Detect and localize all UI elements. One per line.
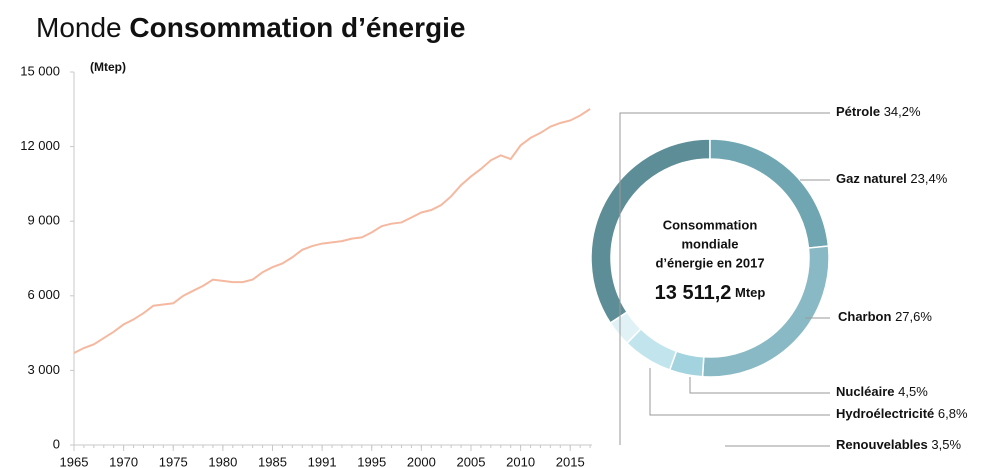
slice-name: Hydroélectricité xyxy=(836,406,934,421)
y-axis-label: (Mtep) xyxy=(90,60,126,74)
x-tick-label: 2005 xyxy=(457,454,486,468)
y-tick-label: 12 000 xyxy=(20,138,60,153)
slice-label: Renouvelables 3,5% xyxy=(836,437,961,452)
y-tick-label: 9 000 xyxy=(27,213,60,228)
slice-value: 23,4% xyxy=(910,171,947,186)
center-text: Consommation xyxy=(663,217,758,232)
x-tick-label: 1995 xyxy=(357,454,386,468)
title-prefix: Monde xyxy=(36,12,122,43)
slice-label: Hydroélectricité 6,8% xyxy=(836,406,968,421)
center-text: mondiale xyxy=(681,236,738,251)
x-tick-label: 1991 xyxy=(308,454,337,468)
line-series xyxy=(73,108,591,354)
slice-value: 6,8% xyxy=(938,406,968,421)
slice-value: 4,5% xyxy=(898,384,928,399)
leader-line xyxy=(689,377,830,394)
donut-segment xyxy=(609,311,642,345)
x-tick-label: 1980 xyxy=(208,454,237,468)
y-tick-label: 0 xyxy=(53,436,60,451)
slice-label: Pétrole 34,2% xyxy=(836,104,921,119)
y-tick-label: 15 000 xyxy=(20,63,60,78)
y-tick-label: 3 000 xyxy=(27,362,60,377)
x-tick-label: 1970 xyxy=(109,454,138,468)
total-unit: Mtep xyxy=(735,285,765,300)
center-total: 13 511,2 Mtep xyxy=(655,282,766,304)
x-tick-label: 1975 xyxy=(159,454,188,468)
x-tick-label: 1965 xyxy=(60,454,89,468)
slice-label: Gaz naturel 23,4% xyxy=(836,171,948,186)
x-tick-label: 1985 xyxy=(258,454,287,468)
slice-label: Charbon 27,6% xyxy=(838,309,932,324)
slice-label: Nucléaire 4,5% xyxy=(836,384,928,399)
x-tick-label: 2000 xyxy=(407,454,436,468)
x-tick-label: 2015 xyxy=(556,454,585,468)
total-value: 13 511,2 xyxy=(655,282,732,304)
center-text: d’énergie en 2017 xyxy=(655,255,764,270)
slice-value: 27,6% xyxy=(895,309,932,324)
y-tick-label: 6 000 xyxy=(27,287,60,302)
slice-name: Charbon xyxy=(838,309,892,324)
slice-name: Nucléaire xyxy=(836,384,895,399)
slice-name: Renouvelables xyxy=(836,437,928,452)
leader-line xyxy=(619,112,830,445)
slice-value: 3,5% xyxy=(931,437,961,452)
title-main: Consommation d’énergie xyxy=(129,12,465,43)
slice-value: 34,2% xyxy=(884,104,921,119)
chart-title: Monde Consommation d’énergie xyxy=(36,12,465,43)
slice-name: Gaz naturel xyxy=(836,171,907,186)
slice-name: Pétrole xyxy=(836,104,880,119)
leader-line xyxy=(649,368,830,416)
x-tick-label: 2010 xyxy=(506,454,535,468)
